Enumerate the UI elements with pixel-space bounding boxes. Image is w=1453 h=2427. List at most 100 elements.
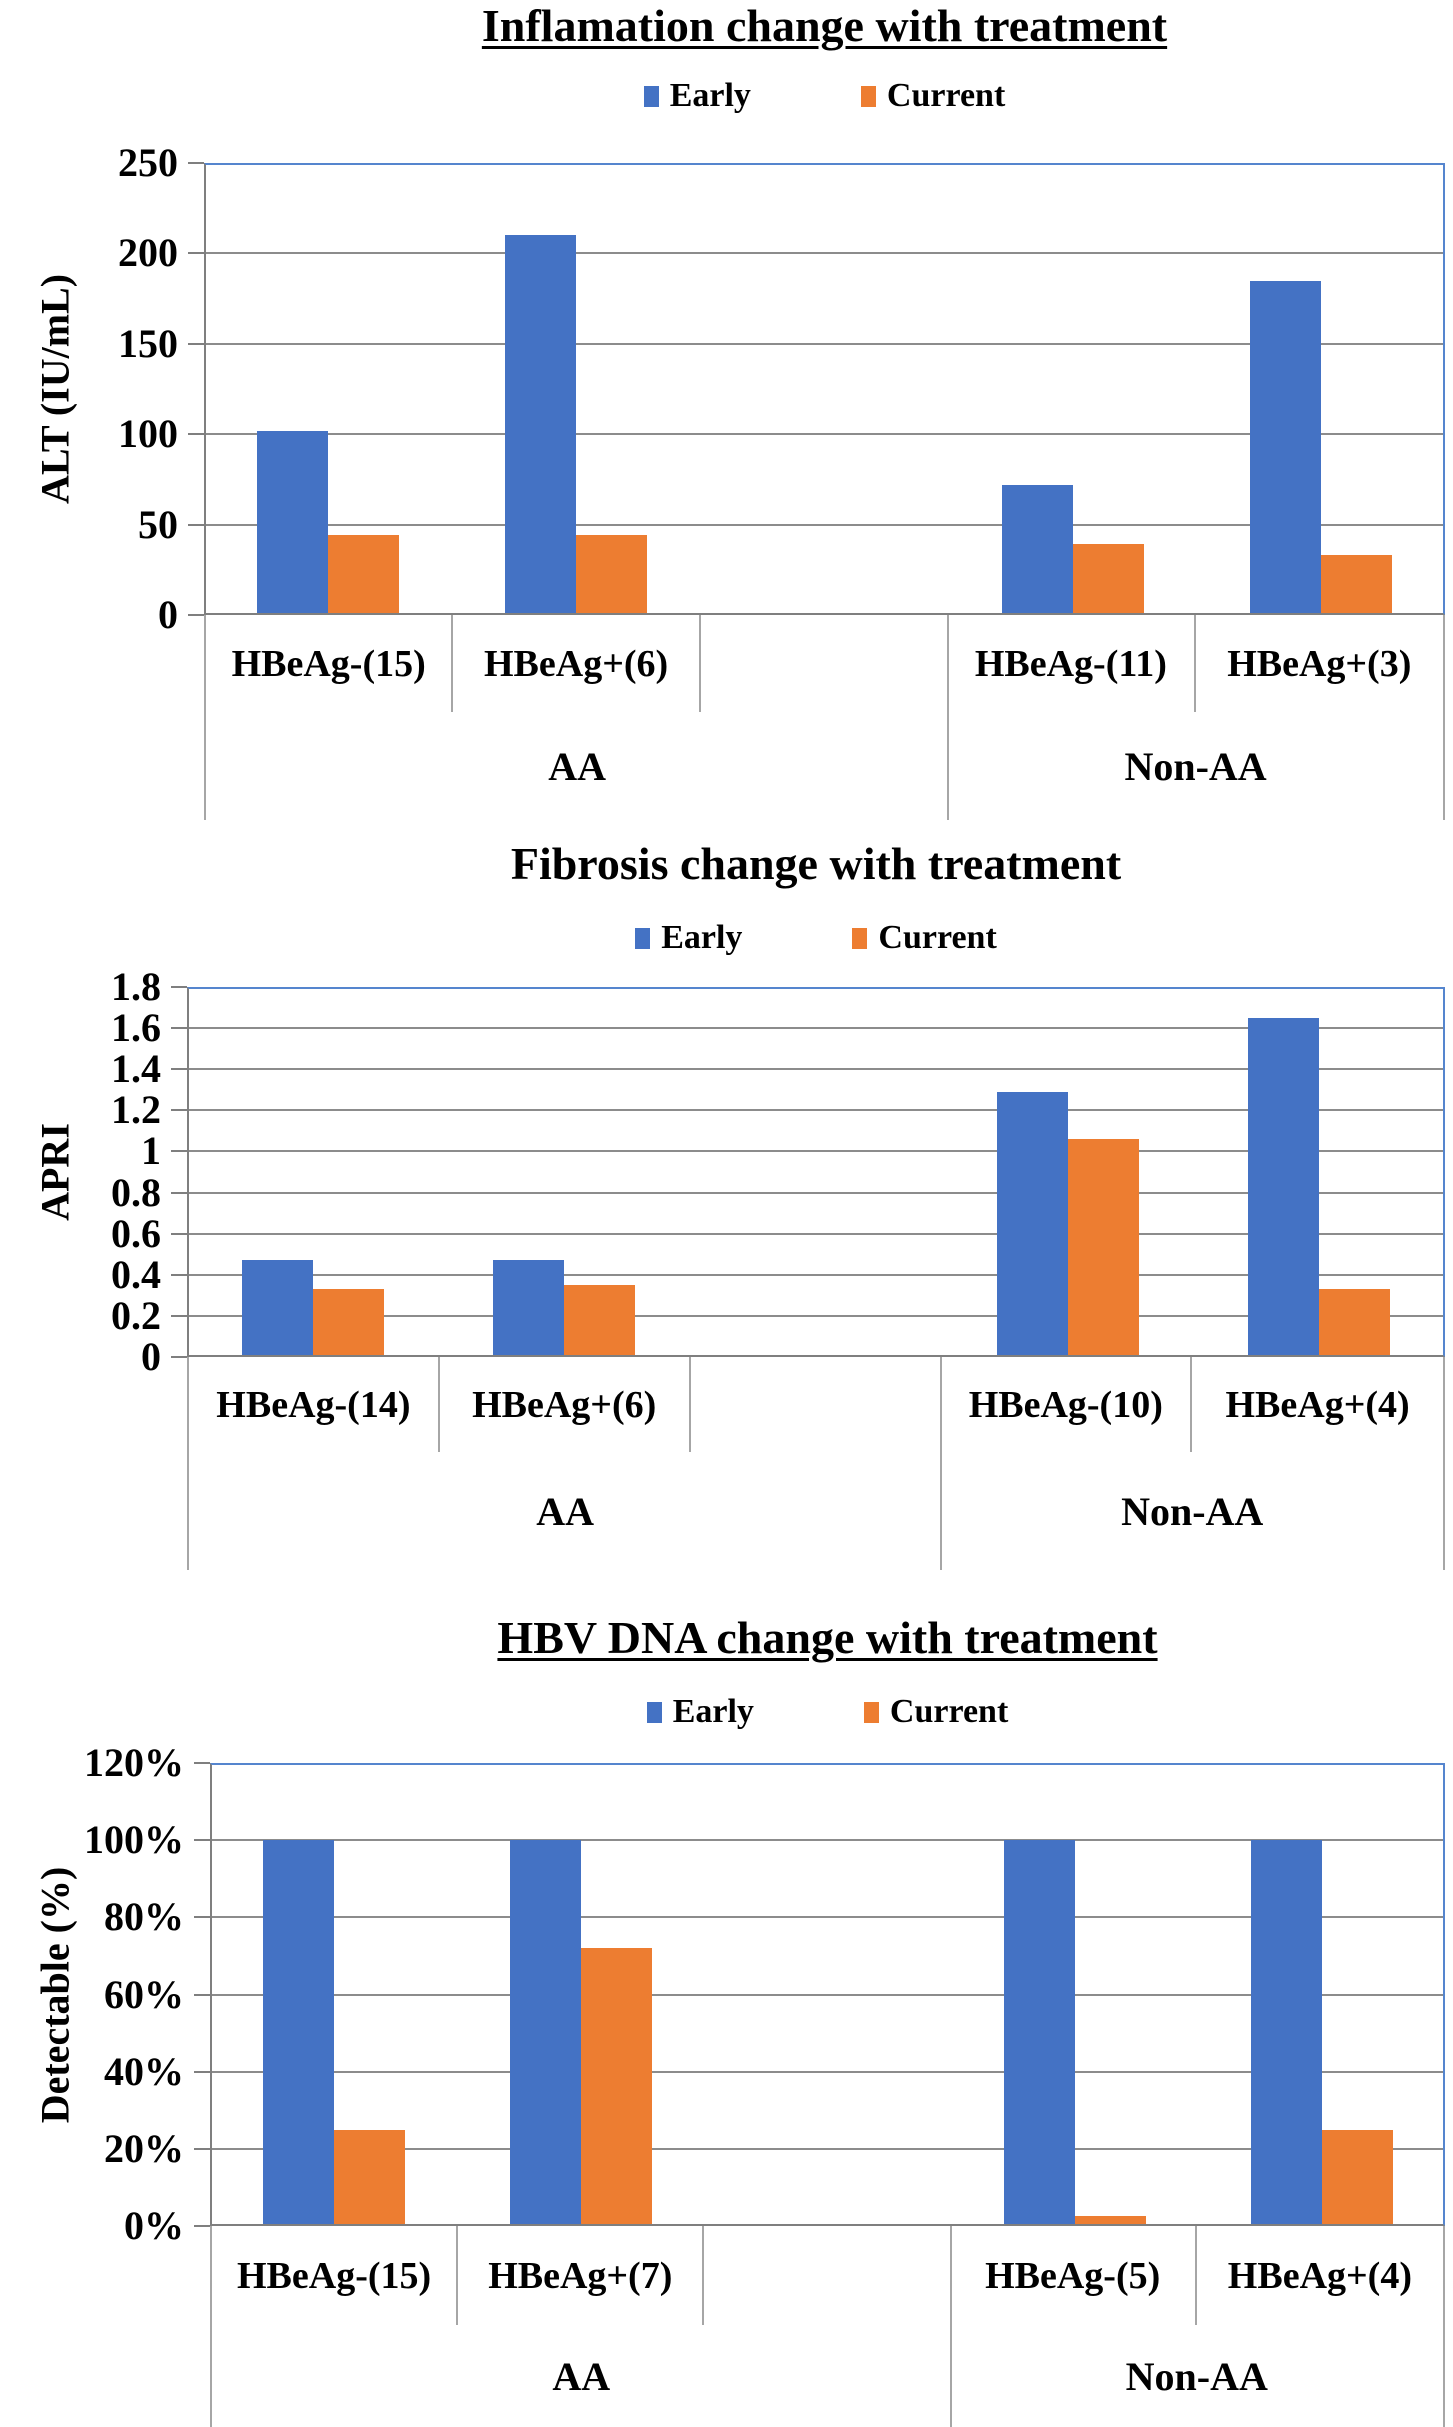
y-tick-label: 1.8 [111,964,161,1009]
y-axis-title: ALT (IU/mL) [32,273,78,505]
bar-early-HBeAg-(15) [257,431,329,615]
group-label-aa: AA [552,2353,611,2399]
y-tick-mark [194,1916,210,1919]
y-tick-mark [188,523,204,526]
y-tick-mark [188,614,204,616]
category-table: HBeAg-(15) HBeAg+(6) HBeAg-(11) HBeAg+(3) AA… [204,615,1445,820]
legend-label-current: Current [889,1693,1009,1730]
y-tick-mark [194,2225,210,2227]
y-tick-label: 40% [104,2048,184,2094]
gridline [187,1314,1445,1317]
y-tick-label: 0 [141,1334,161,1379]
y-tick-label: 0 [158,592,178,637]
gridline [187,1068,1445,1071]
y-tick-label: 1 [141,1128,161,1174]
bar-early-HBeAg+(3) [1249,281,1321,615]
chart-panel-inflammation: Inflamation change with treatment Early Cu… [0,0,1453,820]
legend-label-current: Current [886,77,1006,114]
bar-current-HBeAg+(3) [1320,555,1392,615]
category-cell: HBeAg-(11) [948,615,1196,712]
category-cell: HBeAg+(6) [440,1357,691,1452]
bar-early-HBeAg+(4) [1248,1018,1320,1357]
category-cell: HBeAg+(4) [1225,1383,1410,1426]
bar-early-HBeAg-(11) [1001,485,1073,615]
bar-early-HBeAg-(10) [996,1092,1068,1357]
y-tick-mark [188,252,204,255]
y-tick-label: 150 [118,320,178,366]
y-tick-label: 120% [84,1740,184,1785]
gridline [210,2147,1445,2150]
category-cell: HBeAg-(14) [189,1357,440,1452]
gridline [187,1273,1445,1276]
bar-current-HBeAg+(4) [1319,1289,1391,1357]
category-cell: HBeAg-(15) [212,2226,459,2325]
y-tick-label: 100% [84,1817,184,1863]
category-cell: HBeAg-(15) [206,615,454,712]
legend-swatch-current-icon [863,1701,879,1723]
y-tick-label: 20% [104,2125,184,2171]
y-tick-label: 200 [118,230,178,276]
bar-current-HBeAg-(15) [333,2130,405,2226]
gridline [187,1109,1445,1112]
chart-title: HBV DNA change with treatment [497,1612,1158,1663]
y-tick-mark [194,2070,210,2073]
category-cell [701,615,948,712]
gridline [204,252,1445,255]
y-tick-mark [171,1232,187,1235]
y-tick-mark [194,1762,210,1764]
bar-current-HBeAg+(6) [576,535,648,615]
legend-label-current: Current [878,919,997,956]
bar-current-HBeAg-(15) [328,535,400,615]
legend-item-current: Current [863,1693,1009,1730]
bar-current-HBeAg-(5) [1074,2216,1146,2226]
group-divider-line [949,2226,952,2427]
bar-early-HBeAg-(14) [241,1260,313,1357]
legend-item-current: Current [860,77,1006,114]
category-cell [704,2226,950,2325]
y-tick-label: 1.6 [111,1005,161,1051]
gridline [204,433,1445,436]
gridline [187,1191,1445,1194]
bar-current-HBeAg-(14) [312,1289,384,1357]
y-tick-label: 100 [118,411,178,457]
bar-early-HBeAg+(7) [509,1840,581,2226]
y-tick-mark [171,1027,187,1030]
category-cell: HBeAg+(3) [1227,642,1412,685]
y-tick-mark [194,1839,210,1842]
category-cell: HBeAg-(10) [941,1357,1193,1452]
category-cell: HBeAg-(5) [951,2226,1197,2325]
gridline [210,1916,1445,1919]
category-cell: HBeAg+(6) [453,615,701,712]
y-tick-label: 60% [104,1971,184,2017]
y-tick-label: 0.6 [111,1210,161,1256]
y-tick-mark [194,1993,210,1996]
gridline [210,1993,1445,1996]
bar-early-HBeAg+(4) [1250,1840,1322,2226]
group-label-non-aa: Non-AA [1124,743,1267,789]
legend-swatch-current-icon [860,85,876,107]
y-tick-mark [171,1068,187,1071]
bar-early-HBeAg-(15) [262,1840,334,2226]
bar-early-HBeAg+(6) [505,235,577,615]
y-tick-mark [188,342,204,345]
legend-swatch-early-icon [643,85,659,107]
category-cell: HBeAg+(7) [458,2226,705,2325]
chart-title: Fibrosis change with treatment [510,838,1122,889]
gridline [204,523,1445,526]
gridline [187,1150,1445,1153]
legend-label-early: Early [661,919,743,956]
gridline [210,2070,1445,2073]
legend-swatch-current-icon [852,927,868,949]
category-table: HBeAg-(15) HBeAg+(7) HBeAg-(5) HBeAg+(4) AA N… [210,2226,1445,2427]
y-tick-mark [171,1150,187,1153]
y-tick-mark [188,162,204,164]
bar-current-HBeAg+(4) [1321,2130,1393,2226]
y-tick-mark [171,1109,187,1112]
y-tick-label: 80% [104,1894,184,1940]
bar-current-HBeAg+(6) [564,1285,636,1357]
legend-label-early: Early [669,77,751,114]
legend-swatch-early-icon [635,927,651,949]
y-tick-label: 250 [118,140,178,185]
y-tick-mark [171,1356,187,1358]
